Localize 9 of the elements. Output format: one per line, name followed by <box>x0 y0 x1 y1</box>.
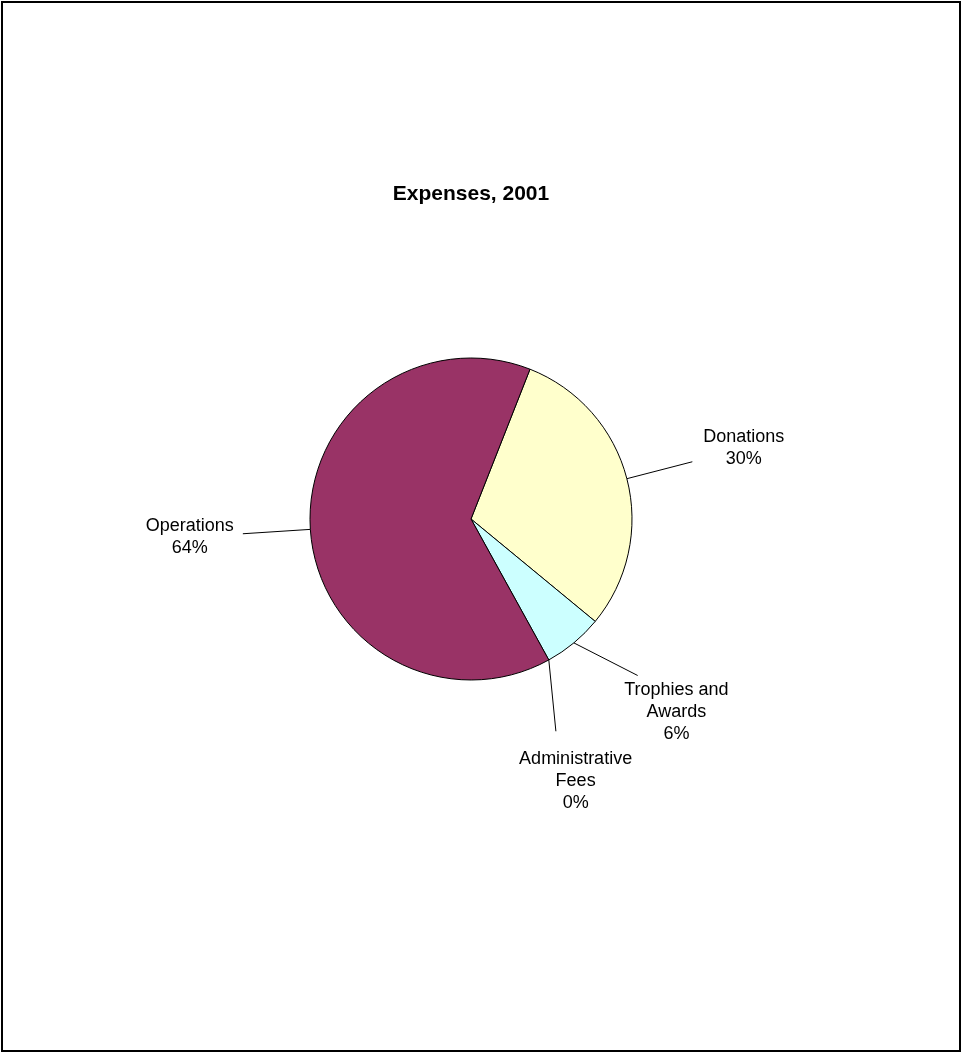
slice-label: Operations <box>145 514 234 535</box>
text: 0% <box>562 791 589 812</box>
data-label: 30% <box>725 448 762 469</box>
slice-label: Trophies and Awards <box>624 678 729 721</box>
data-label: 64% <box>171 536 208 557</box>
slice-label: Donations <box>703 426 785 447</box>
category-label: Administrative Fees <box>519 747 633 790</box>
data-label: 6% <box>663 722 690 743</box>
chart-title: Expenses, 2001 <box>392 181 550 204</box>
